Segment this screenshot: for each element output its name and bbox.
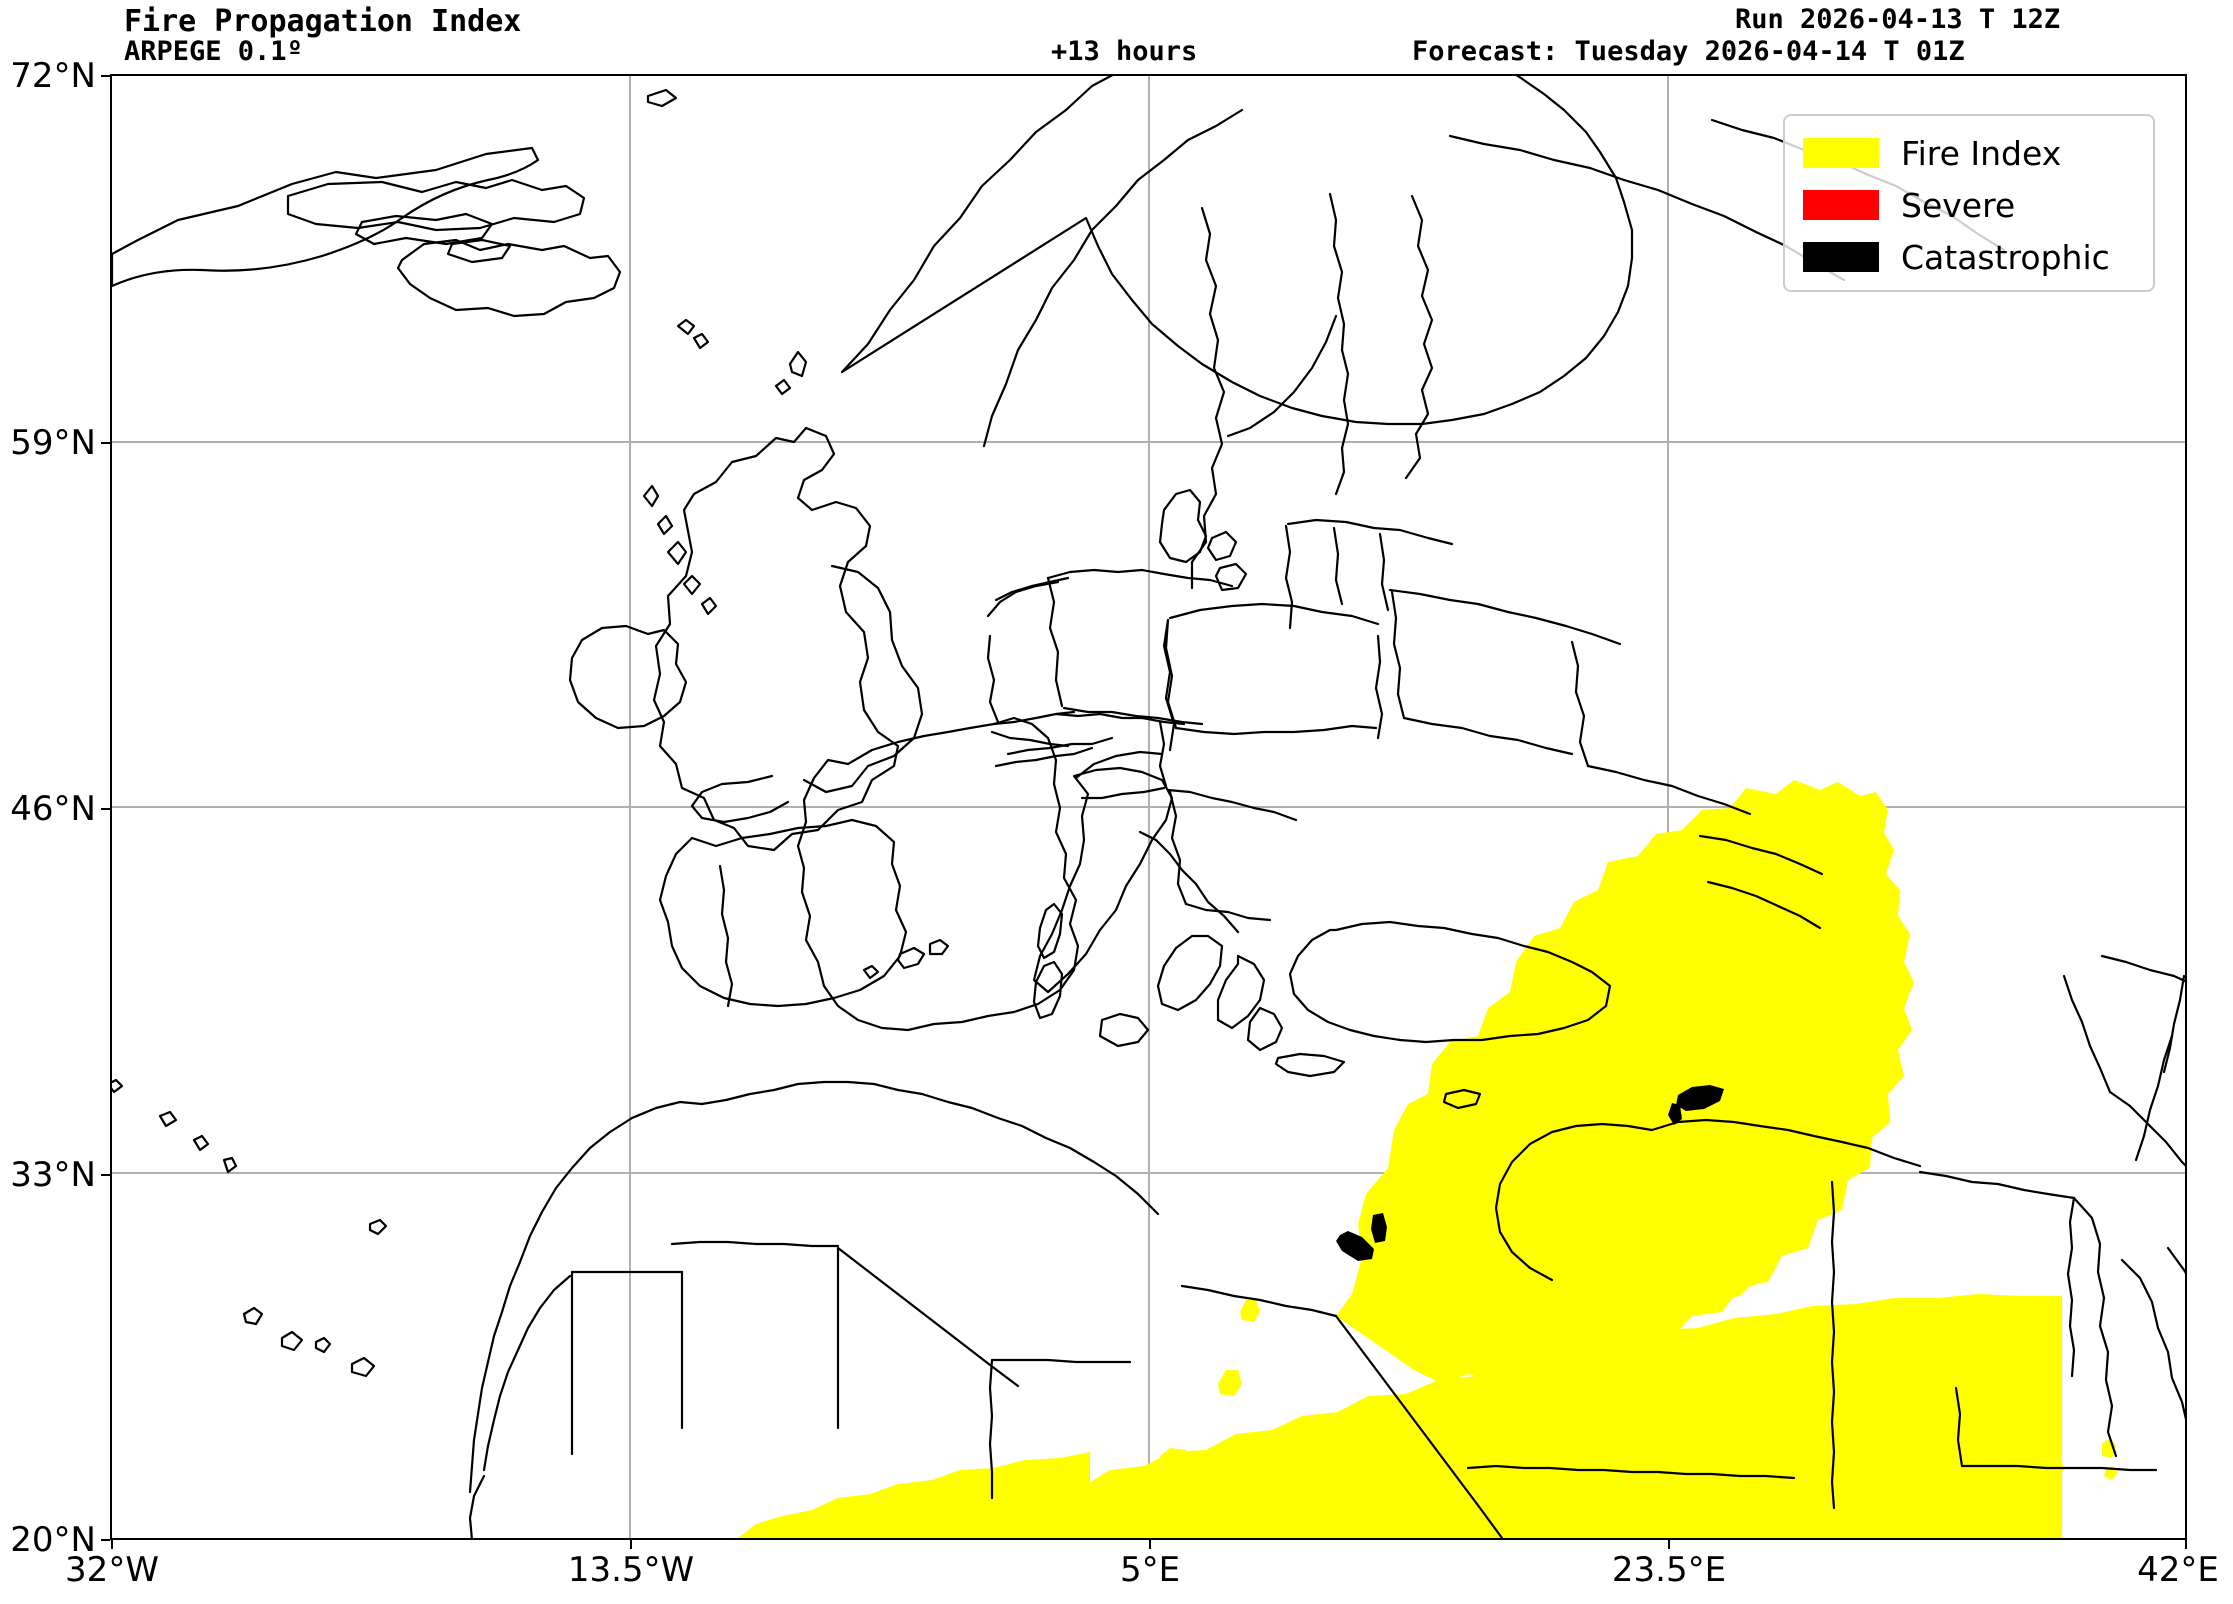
legend-swatch-severe bbox=[1803, 190, 1879, 220]
x-tick-label-23-5e: 23.5°E bbox=[1611, 1550, 1727, 1590]
x-tick-mark-13-5w bbox=[630, 1540, 632, 1549]
x-tick-mark-5e bbox=[1149, 1540, 1151, 1549]
x-tick-mark-32w bbox=[111, 1540, 113, 1549]
legend-label-fire-index: Fire Index bbox=[1901, 133, 2062, 173]
legend-label-severe: Severe bbox=[1901, 185, 2016, 225]
legend-item-severe: Severe bbox=[1803, 179, 2139, 231]
y-tick-label-72n: 72°N bbox=[10, 56, 96, 96]
x-tick-mark-23-5e bbox=[1668, 1540, 1670, 1549]
fire-index-data-layer bbox=[738, 780, 2118, 1538]
map-plot-area[interactable] bbox=[110, 74, 2187, 1540]
x-tick-mark-42e bbox=[2185, 1540, 2187, 1549]
catastrophic-black-shading bbox=[1336, 1085, 1724, 1261]
map-legend: Fire Index Severe Catastrophic bbox=[1783, 114, 2155, 292]
fire-index-yellow-shading bbox=[738, 780, 2118, 1538]
legend-swatch-fire-index bbox=[1803, 138, 1879, 168]
y-tick-mark-59n bbox=[101, 442, 110, 444]
run-time-label: Run 2026-04-13 T 12Z bbox=[1735, 4, 2061, 35]
y-tick-label-59n: 59°N bbox=[10, 423, 96, 463]
y-tick-mark-33n bbox=[101, 1174, 110, 1176]
y-tick-mark-46n bbox=[101, 808, 110, 810]
y-tick-mark-72n bbox=[101, 75, 110, 77]
legend-label-catastrophic: Catastrophic bbox=[1901, 237, 2110, 277]
page-title: Fire Propagation Index bbox=[124, 4, 522, 39]
y-tick-mark-20n bbox=[101, 1539, 110, 1541]
legend-item-catastrophic: Catastrophic bbox=[1803, 231, 2139, 283]
x-tick-label-5e: 5°E bbox=[1119, 1550, 1181, 1590]
x-tick-label-13-5w: 13.5°W bbox=[567, 1550, 695, 1590]
y-tick-label-33n: 33°N bbox=[10, 1155, 96, 1195]
x-tick-label-42e: 42°E bbox=[2137, 1550, 2219, 1590]
map-coastlines-and-borders bbox=[112, 76, 2185, 1538]
forecast-time-label: Forecast: Tuesday 2026-04-14 T 01Z bbox=[1412, 36, 1965, 67]
legend-swatch-catastrophic bbox=[1803, 242, 1879, 272]
x-tick-label-32w: 32°W bbox=[65, 1550, 159, 1590]
lead-time-label: +13 hours bbox=[1051, 36, 1198, 67]
y-tick-label-20n: 20°N bbox=[10, 1520, 96, 1560]
y-tick-label-46n: 46°N bbox=[10, 789, 96, 829]
legend-item-fire-index: Fire Index bbox=[1803, 127, 2139, 179]
model-label: ARPEGE 0.1º bbox=[124, 36, 303, 67]
